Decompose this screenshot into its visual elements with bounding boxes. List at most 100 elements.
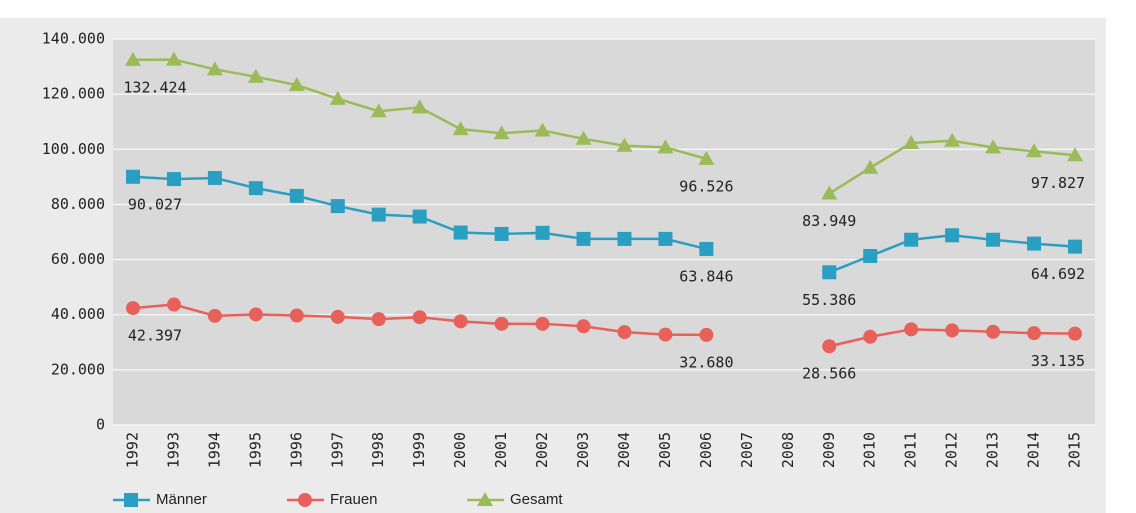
data-point	[166, 297, 181, 312]
data-point	[207, 170, 222, 185]
data-point	[821, 185, 838, 200]
data-label: 32.680	[679, 353, 733, 371]
x-tick-label: 1999	[410, 432, 428, 468]
y-tick-label: 140.000	[42, 30, 105, 48]
data-point	[453, 314, 468, 329]
data-point	[166, 172, 181, 187]
legend-label: Gesamt	[510, 491, 563, 508]
data-point	[494, 316, 509, 331]
data-point	[863, 248, 878, 263]
x-tick-label: 1993	[164, 432, 182, 468]
data-point	[1027, 326, 1042, 341]
x-tick-label: 2000	[451, 432, 469, 468]
data-label: 42.397	[128, 327, 182, 345]
y-tick-label: 60.000	[51, 250, 105, 268]
x-tick-label: 2014	[1025, 432, 1043, 468]
data-label: 28.566	[802, 365, 856, 383]
data-point	[165, 51, 182, 66]
y-tick-label: 0	[96, 416, 105, 434]
data-label: 96.526	[679, 177, 733, 195]
data-point	[1068, 326, 1082, 341]
data-point	[289, 308, 304, 323]
x-tick-label: 1998	[369, 432, 387, 468]
data-point	[126, 301, 140, 316]
data-point	[1068, 239, 1082, 254]
data-point	[535, 316, 550, 331]
data-point	[330, 199, 345, 214]
data-point	[452, 121, 469, 136]
data-point	[699, 241, 714, 256]
y-tick-label: 120.000	[42, 85, 105, 103]
data-point	[453, 225, 468, 240]
data-point	[535, 225, 550, 240]
data-point	[903, 134, 920, 149]
data-point	[248, 181, 263, 196]
data-label: 64.692	[1031, 265, 1085, 283]
data-point	[493, 125, 510, 140]
data-label: 63.846	[679, 267, 733, 285]
data-point	[206, 61, 223, 76]
data-point	[247, 68, 264, 83]
data-point	[986, 232, 1001, 247]
x-tick-label: 1995	[246, 432, 264, 468]
data-point	[616, 137, 633, 152]
data-point	[289, 188, 304, 203]
data-point	[371, 312, 386, 327]
data-point	[985, 139, 1002, 154]
x-tick-label: 2011	[902, 432, 920, 468]
x-tick-label: 2015	[1066, 432, 1084, 468]
data-point	[330, 309, 345, 324]
data-point	[822, 265, 837, 280]
data-point	[411, 99, 428, 114]
data-point	[576, 319, 591, 334]
data-point	[658, 231, 673, 246]
data-point	[986, 324, 1001, 339]
data-label: 132.424	[123, 78, 186, 96]
x-tick-label: 2009	[820, 432, 838, 468]
x-tick-label: 2001	[492, 432, 510, 468]
data-point	[1027, 236, 1042, 251]
x-tick-label: 2013	[984, 432, 1002, 468]
data-point	[125, 51, 141, 66]
data-point	[288, 77, 305, 92]
data-point	[575, 130, 592, 145]
data-point	[329, 90, 346, 105]
x-tick-label: 2002	[533, 432, 551, 468]
data-point	[863, 329, 878, 344]
data-point	[945, 228, 960, 243]
data-point	[617, 231, 632, 246]
data-point	[1067, 147, 1083, 162]
data-point	[944, 132, 961, 147]
y-tick-label: 40.000	[51, 305, 105, 323]
x-tick-label: 2003	[574, 432, 592, 468]
data-point	[945, 323, 960, 338]
data-label: 97.827	[1031, 174, 1085, 192]
data-point	[371, 207, 386, 222]
legend-label: Frauen	[330, 491, 378, 508]
data-point	[658, 327, 673, 342]
x-tick-label: 1997	[328, 432, 346, 468]
data-point	[862, 159, 879, 174]
data-point	[617, 325, 632, 340]
y-tick-label: 80.000	[51, 195, 105, 213]
x-tick-label: 1994	[205, 432, 223, 468]
plot-area	[113, 39, 1095, 425]
x-tick-label: 2005	[656, 432, 674, 468]
legend-marker	[477, 492, 493, 506]
data-point	[576, 231, 591, 246]
data-point	[248, 307, 263, 322]
x-tick-label: 1996	[287, 432, 305, 468]
data-label: 55.386	[802, 291, 856, 309]
x-tick-label: 2004	[615, 432, 633, 468]
x-tick-label: 2008	[779, 432, 797, 468]
y-tick-label: 100.000	[42, 140, 105, 158]
x-tick-label: 2006	[697, 432, 715, 468]
data-label: 83.949	[802, 212, 856, 230]
x-tick-label: 2010	[861, 432, 879, 468]
data-point	[904, 322, 919, 337]
x-tick-label: 2007	[738, 432, 756, 468]
data-point	[698, 150, 715, 165]
data-label: 90.027	[128, 195, 182, 213]
data-point	[534, 122, 551, 137]
